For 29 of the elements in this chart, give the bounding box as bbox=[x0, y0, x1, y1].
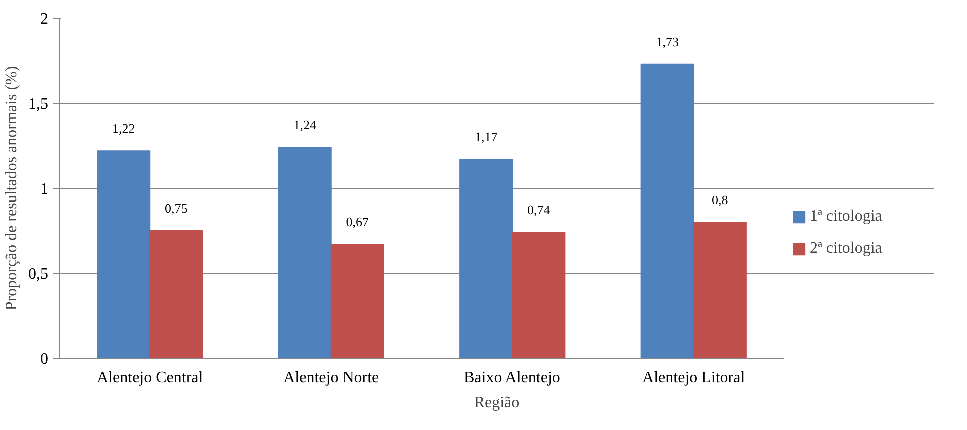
bar bbox=[150, 230, 204, 358]
x-tick-label: Alentejo Litoral bbox=[642, 370, 746, 386]
data-label: 0,75 bbox=[165, 201, 188, 216]
data-label: 0,67 bbox=[346, 214, 370, 230]
x-axis-title: Região bbox=[474, 394, 520, 412]
data-label: 1,24 bbox=[294, 118, 317, 133]
x-tick-label: Alentejo Central bbox=[97, 370, 204, 386]
bar bbox=[512, 232, 566, 358]
y-tick-label: 0 bbox=[40, 351, 48, 368]
legend-label: 1ª citologia bbox=[810, 208, 882, 226]
data-label: 0,8 bbox=[712, 192, 728, 208]
data-label: 0,74 bbox=[528, 202, 551, 218]
x-tick-label: Baixo Alentejo bbox=[464, 370, 560, 386]
data-label: 1,73 bbox=[656, 34, 679, 50]
y-tick-label: 1,5 bbox=[28, 96, 48, 113]
x-tick-label: Alentejo Norte bbox=[284, 370, 380, 386]
bar bbox=[640, 64, 694, 358]
y-tick-label: 2 bbox=[40, 11, 48, 28]
y-axis-title: Proporção de resultados anormais (%) bbox=[4, 66, 20, 311]
bar bbox=[330, 244, 384, 358]
data-label: 1,22 bbox=[112, 121, 136, 136]
data-label: 1,17 bbox=[474, 130, 498, 145]
bar bbox=[97, 150, 151, 358]
y-tick-label: 1 bbox=[40, 181, 48, 198]
bar bbox=[278, 147, 332, 358]
bar bbox=[693, 222, 747, 358]
y-tick-label: 0,5 bbox=[28, 266, 48, 283]
legend-label: 2ª citologia bbox=[810, 240, 882, 258]
bar bbox=[460, 159, 514, 358]
